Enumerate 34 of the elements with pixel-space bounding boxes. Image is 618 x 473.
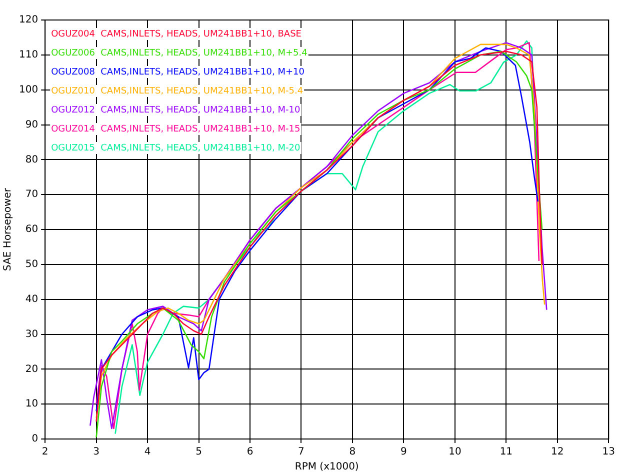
y-tick-label: 60: [25, 224, 38, 236]
y-tick-label: 30: [25, 328, 38, 340]
x-tick-label: 13: [602, 446, 616, 458]
text: OGUZ012 CAMS,INLETS, HEADS, UM241BB1+10, M-10: [51, 105, 300, 116]
y-tick-label: 40: [25, 294, 38, 305]
y-tick-label: 120: [18, 14, 38, 26]
x-tick-label: 4: [144, 446, 151, 458]
text: OGUZ010 CAMS,INLETS, HEADS, UM241BB1+10, M-5.4: [51, 86, 304, 96]
y-tick-label: 100: [18, 84, 38, 96]
x-tick-label: 8: [349, 446, 356, 458]
x-tick-label: 5: [196, 446, 202, 458]
x-tick-label: 10: [448, 446, 462, 458]
x-axis-title: RPM (x1000): [294, 462, 359, 473]
text: OGUZ015 CAMS,INLETS, HEADS, UM241BB1+10, M-20: [51, 143, 300, 154]
text: OGUZ006 CAMS,INLETS, HEADS, UM241BB1+10, M+5.4: [51, 48, 308, 58]
y-tick-label: 80: [25, 154, 38, 166]
y-axis-title: SAE Horsepower: [2, 187, 14, 271]
y-tick-label: 70: [25, 189, 38, 200]
y-tick-label: 10: [25, 398, 38, 410]
y-tick-label: 20: [25, 364, 38, 375]
x-tick-label: 7: [298, 446, 304, 458]
x-tick-label: 9: [400, 446, 407, 458]
y-tick-label: 90: [25, 119, 38, 130]
x-tick-label: 2: [42, 446, 48, 458]
text: OGUZ008 CAMS,INLETS, HEADS, UM241BB1+10, M+10: [51, 67, 305, 78]
x-tick-label: 3: [93, 446, 100, 458]
y-tick-label: 0: [32, 434, 38, 445]
y-tick-label: 50: [25, 259, 38, 270]
x-tick-label: 6: [246, 446, 254, 458]
y-tick-label: 110: [18, 50, 38, 61]
text: OGUZ004 CAMS,INLETS, HEADS, UM241BB1+10, BASE: [51, 29, 302, 40]
x-tick-label: 12: [551, 446, 564, 458]
text: OGUZ014 CAMS,INLETS, HEADS, UM241BB1+10, M-15: [51, 124, 300, 134]
x-tick-label: 11: [500, 446, 513, 458]
